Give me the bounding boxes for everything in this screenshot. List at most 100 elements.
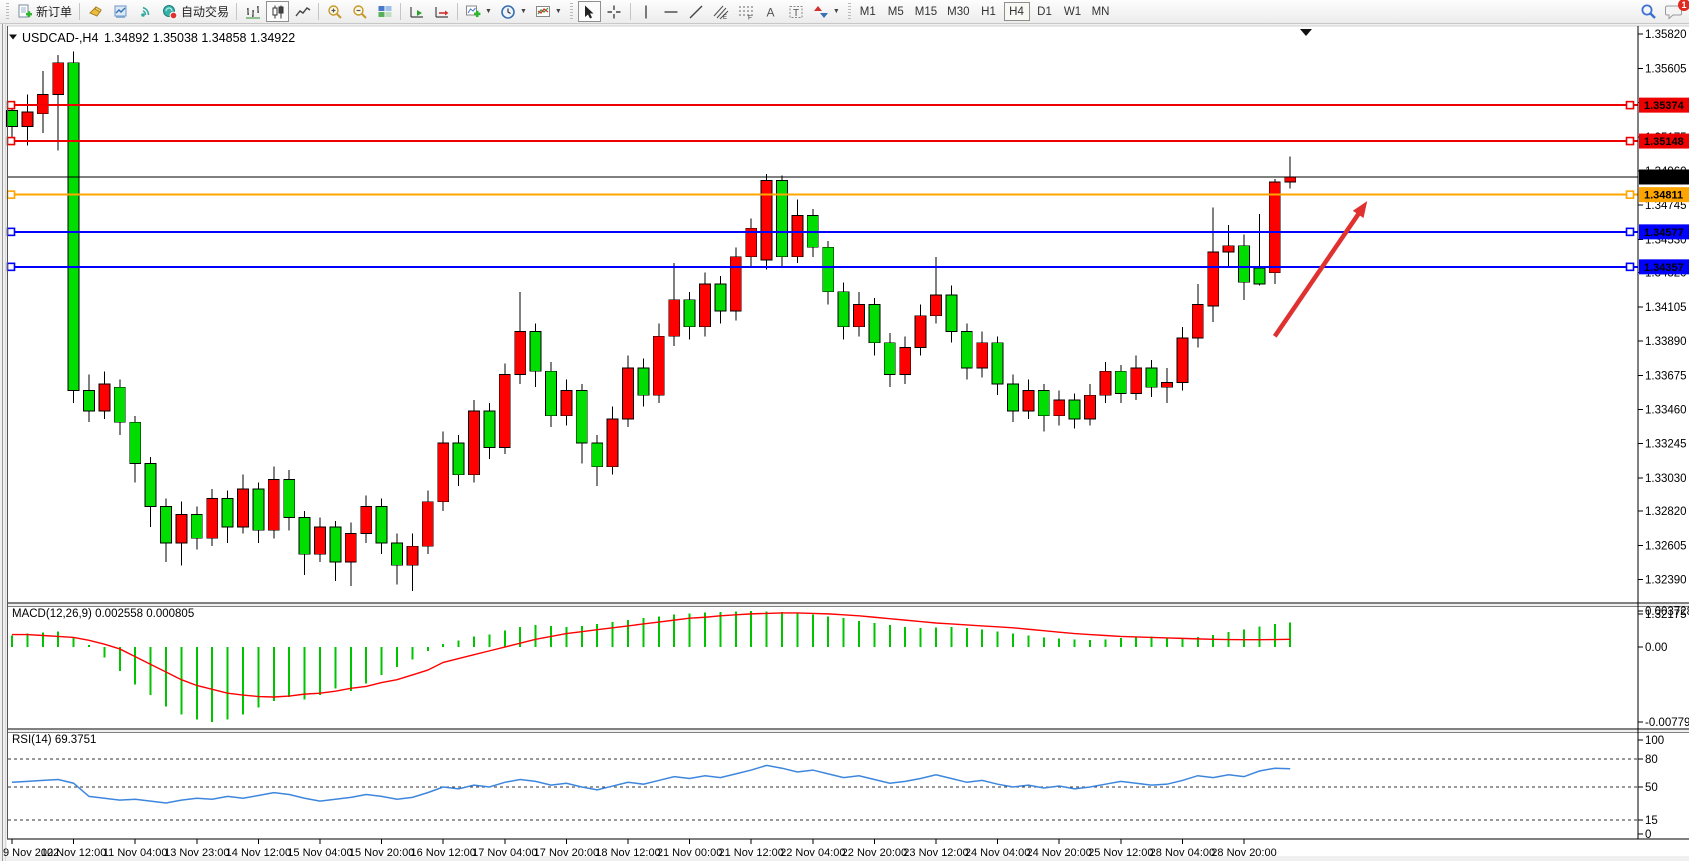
line-chart-button[interactable] [291,1,314,22]
quotes-button[interactable] [84,1,107,22]
equidistant-channel-button[interactable]: E [710,1,733,22]
macd-pane: 0.003728 0.00 -0.007792 [11,606,1689,729]
price-badge [1639,133,1689,149]
text-button[interactable]: A [760,1,783,22]
candle [1284,176,1297,183]
toolbar-grip[interactable] [847,2,851,21]
candle [1099,370,1112,396]
candle [745,227,758,258]
timeframe-m1-button[interactable]: M1 [855,2,881,21]
candle [729,256,742,312]
indicators-button[interactable]: ▼ [462,1,495,22]
candlestick-chart-icon [272,5,284,18]
bar-chart-button[interactable] [241,1,264,22]
signals-button[interactable] [134,1,157,22]
hline-1.34357[interactable] [6,262,1639,272]
new-order-label: 新订单 [36,5,73,19]
time-tick-label: 17 Nov 04:00 [472,847,537,859]
horizontal-line-button[interactable] [660,1,683,22]
tile-windows-button[interactable] [373,1,396,22]
notifications-button[interactable]: 1 [1661,0,1689,22]
periods-button[interactable]: ▼ [497,1,530,22]
autotrade-label: 自动交易 [181,5,230,19]
crosshair-button[interactable] [603,1,626,22]
timeframe-m30-button[interactable]: M30 [943,2,973,21]
text-label-button[interactable]: T [785,1,808,22]
line-handle[interactable] [6,100,16,110]
trendline-button[interactable] [685,1,708,22]
macd-tick-label: -0.007792 [1645,717,1689,729]
search-button[interactable] [1637,1,1660,22]
candle [52,62,65,96]
line-handle[interactable] [1625,227,1635,237]
time-tick-label: 18 Nov 12:00 [595,847,660,859]
line-chart-icon [294,6,310,16]
profiles-button[interactable] [109,1,132,22]
chart-shift-marker-icon[interactable] [1300,29,1312,36]
line-handle[interactable] [6,227,16,237]
toolbar-grip[interactable] [6,2,9,21]
chevron-down-icon: ▼ [485,8,492,15]
line-handle[interactable] [6,262,16,272]
candle [1238,245,1250,283]
macd-label: MACD(12,26,9) 0.002558 0.000805 [12,608,194,620]
candle [452,442,465,476]
templates-button[interactable]: ▼ [532,1,565,22]
indicators-icon [466,5,481,17]
pane-splitter[interactable] [7,604,1689,606]
line-handle[interactable] [1625,100,1635,110]
text-icon: A [767,5,775,19]
auto-scroll-button[interactable] [405,1,428,22]
price-tick-label: 1.35820 [1645,29,1687,41]
autotrade-icon [163,4,178,19]
pane-splitter[interactable] [7,730,1689,732]
price-scale-area[interactable] [1639,26,1689,856]
line-handle[interactable] [6,136,16,146]
candle [6,110,18,127]
candlestick-chart-button[interactable] [266,1,290,22]
candle [406,545,419,566]
arrows-button[interactable]: ▼ [810,1,843,22]
chart-menu-icon[interactable] [9,34,17,40]
svg-text:T: T [793,8,799,19]
line-handle[interactable] [1625,136,1635,146]
line-handle[interactable] [6,190,16,199]
cursor-button[interactable] [577,1,601,22]
toolbar-grip[interactable] [569,2,573,21]
fibonacci-icon: F [739,6,754,20]
timeframe-h4-button[interactable]: H4 [1003,2,1030,21]
new-order-button[interactable]: 新订单 [14,1,75,22]
time-tick-label: 21 Nov 12:00 [718,847,783,859]
timeframe-d1-button[interactable]: D1 [1032,2,1058,21]
rsi-tick-label: 0 [1645,829,1651,841]
trend-arrow-head[interactable] [1352,201,1368,219]
vertical-line-button[interactable] [635,1,658,22]
timeframe-mn-button[interactable]: MN [1088,2,1114,21]
trend-arrow[interactable] [1272,201,1368,338]
timeframe-h1-button[interactable]: H1 [976,2,1002,21]
zoom-in-button[interactable] [323,1,346,22]
time-tick-label: 23 Nov 12:00 [903,847,968,859]
time-tick-label: 28 Nov 20:00 [1211,847,1276,859]
line-handle[interactable] [1625,190,1635,199]
macd-signal-line [12,612,1291,698]
timeframe-m5-button[interactable]: M5 [883,2,909,21]
autotrade-button[interactable]: 自动交易 [159,1,232,22]
hline-1.34811[interactable] [6,190,1639,199]
equidistant-channel-icon: E [713,5,729,20]
rsi-label: RSI(14) 69.3751 [12,734,96,746]
horizontal-line-icon [664,10,678,13]
trend-arrow-shaft[interactable] [1272,208,1364,338]
price-tick-label: 1.32175 [1645,609,1687,621]
line-handle[interactable] [1625,262,1635,272]
fibonacci-button[interactable]: F [735,1,758,22]
timeframe-w1-button[interactable]: W1 [1060,2,1086,21]
chart-shift-button[interactable] [430,1,453,22]
candle [375,506,388,544]
hline-1.34577[interactable] [6,227,1639,237]
candle [1053,399,1066,417]
time-tick-label: 25 Nov 12:00 [1088,847,1153,859]
zoom-out-button[interactable] [348,1,371,22]
timeframe-m15-button[interactable]: M15 [911,2,941,21]
